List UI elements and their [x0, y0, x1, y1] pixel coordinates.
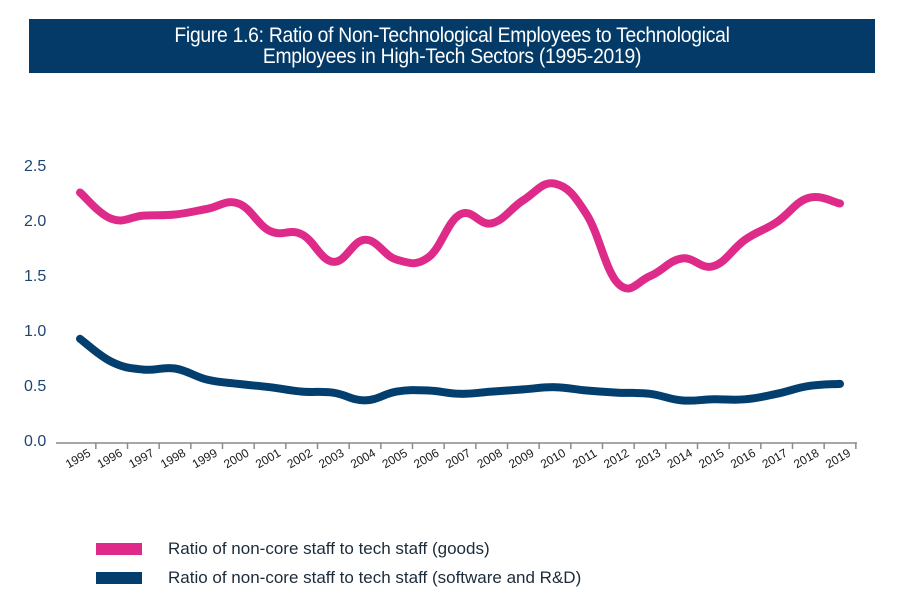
- x-tick-label: 2010: [538, 446, 568, 472]
- x-tick-label: 1995: [63, 446, 93, 472]
- x-tick-label: 2012: [601, 446, 631, 472]
- x-axis: [56, 442, 857, 449]
- x-tick-label: 1998: [158, 446, 188, 472]
- x-tick-label: 2004: [348, 446, 378, 472]
- chart-title-line-1: Figure 1.6: Ratio of Non-Technological E…: [174, 24, 730, 47]
- chart-title-bar: Figure 1.6: Ratio of Non-Technological E…: [29, 19, 875, 73]
- x-tick-label: 1999: [190, 446, 220, 472]
- y-tick-label: 0.5: [24, 378, 46, 395]
- x-tick-label: 2011: [570, 446, 600, 471]
- y-axis-labels: 0.0 0.5 1.0 1.5 2.0 2.5: [24, 158, 46, 450]
- x-tick-label: 2006: [411, 446, 441, 472]
- legend-item-software: Ratio of non-core staff to tech staff (s…: [96, 563, 581, 592]
- chart-title-line-2: Employees in High-Tech Sectors (1995-201…: [262, 45, 642, 68]
- y-tick-label: 1.5: [24, 268, 46, 285]
- x-tick-label: 2003: [316, 446, 346, 472]
- x-tick-label: 2002: [285, 446, 315, 472]
- line-chart: 0.00.51.01.52.02.5 1995 1996 1997 1998 1999 2…: [24, 158, 857, 472]
- x-tick-label: 2005: [380, 446, 410, 472]
- legend-label-goods: Ratio of non-core staff to tech staff (g…: [168, 538, 490, 558]
- x-tick-label: 2008: [475, 446, 505, 472]
- y-tick-label: 2.5: [24, 158, 46, 175]
- legend-item-goods: Ratio of non-core staff to tech staff (g…: [96, 534, 581, 563]
- series-line-goods: [76, 179, 844, 293]
- legend-label-software: Ratio of non-core staff to tech staff (s…: [168, 567, 582, 587]
- x-tick-label: 2017: [760, 446, 790, 472]
- x-tick-label: 2014: [665, 446, 695, 472]
- x-tick-label: 2001: [253, 446, 283, 472]
- x-tick-label: 2019: [823, 446, 853, 472]
- y-tick-label: 2.0: [24, 213, 46, 230]
- y-tick-label: 1.0: [24, 323, 46, 340]
- x-tick-label: 2016: [728, 446, 758, 472]
- legend: Ratio of non-core staff to tech staff (g…: [96, 534, 581, 592]
- y-tick-label: 0.0: [24, 433, 46, 450]
- x-tick-label: 2007: [443, 446, 473, 472]
- x-tick-label: 2018: [791, 446, 821, 472]
- x-tick-label: 2000: [221, 446, 251, 472]
- x-tick-label: 2015: [696, 446, 726, 472]
- series-lines: [76, 179, 844, 405]
- series-line-software: [76, 334, 844, 405]
- x-tick-label: 2013: [633, 446, 663, 472]
- x-tick-label: 1996: [95, 446, 125, 472]
- legend-swatch-goods: [96, 542, 142, 555]
- legend-swatch-software: [96, 571, 142, 584]
- x-tick-label: 1997: [126, 446, 156, 472]
- x-tick-label: 2009: [506, 446, 536, 472]
- x-axis-labels: 1995 1996 1997 1998 1999 2000 2001 2002 2003 2004…: [63, 446, 853, 472]
